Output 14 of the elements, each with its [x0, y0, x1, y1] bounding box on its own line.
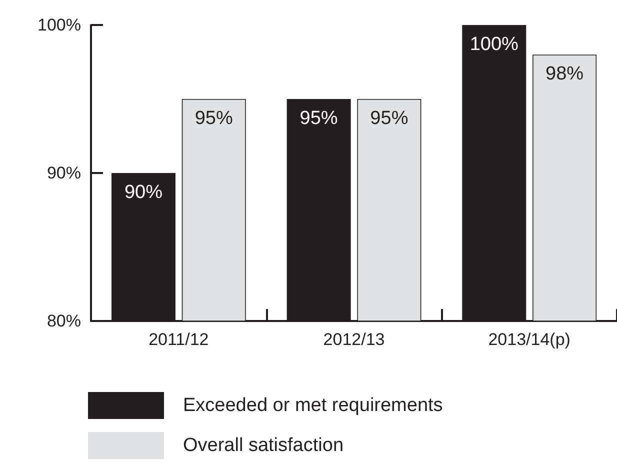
y-tick-label: 80%: [46, 312, 81, 330]
data-label: 95%: [194, 108, 233, 129]
data-label: 95%: [370, 108, 408, 129]
x-tick-label: 2012/13: [323, 330, 385, 349]
data-label: 95%: [300, 108, 338, 129]
data-label: 90%: [124, 182, 163, 203]
data-label: 100%: [470, 34, 519, 55]
x-tick-label: 2013/14(p): [488, 330, 570, 349]
data-label: 98%: [546, 64, 584, 85]
legend-label: Overall satisfaction: [183, 435, 344, 456]
y-tick-label: 100%: [38, 16, 81, 34]
legend-label: Exceeded or met requirements: [183, 395, 443, 416]
x-tick-label: 2011/12: [148, 330, 209, 349]
y-tick-label: 90%: [46, 164, 81, 182]
